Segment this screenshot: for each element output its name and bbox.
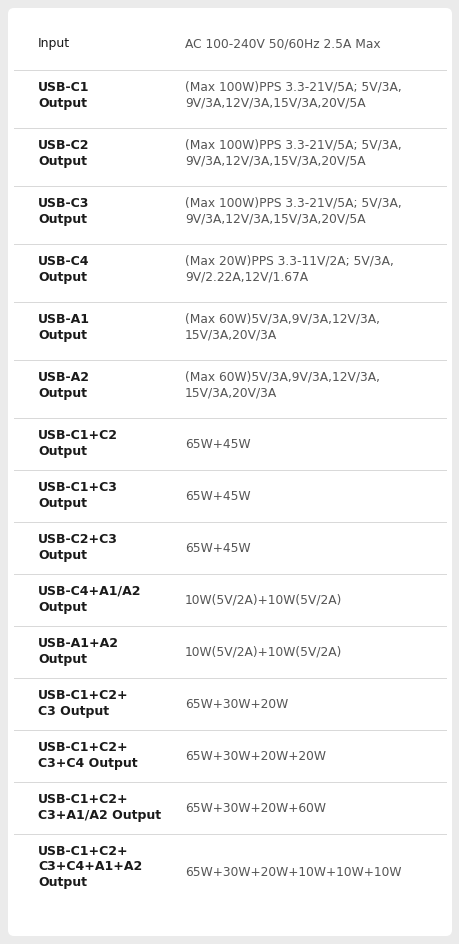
Text: (Max 100W)PPS 3.3-21V/5A; 5V/3A,: (Max 100W)PPS 3.3-21V/5A; 5V/3A,	[185, 197, 401, 210]
Text: USB-C1+C2+: USB-C1+C2+	[38, 845, 129, 858]
Text: USB-C1+C2+: USB-C1+C2+	[38, 793, 129, 806]
Text: (Max 60W)5V/3A,9V/3A,12V/3A,: (Max 60W)5V/3A,9V/3A,12V/3A,	[185, 313, 379, 326]
Text: USB-C3: USB-C3	[38, 197, 89, 210]
Text: USB-C4: USB-C4	[38, 255, 90, 268]
Text: Output: Output	[38, 155, 87, 167]
Text: Output: Output	[38, 548, 87, 562]
Text: Output: Output	[38, 600, 87, 614]
Text: 65W+45W: 65W+45W	[185, 437, 250, 450]
FancyBboxPatch shape	[8, 8, 451, 936]
Text: C3+C4+A1+A2: C3+C4+A1+A2	[38, 861, 142, 873]
Text: 9V/2.22A,12V/1.67A: 9V/2.22A,12V/1.67A	[185, 271, 308, 283]
Text: USB-C2+C3: USB-C2+C3	[38, 533, 118, 546]
Text: Output: Output	[38, 386, 87, 399]
Text: 9V/3A,12V/3A,15V/3A,20V/5A: 9V/3A,12V/3A,15V/3A,20V/5A	[185, 212, 365, 226]
Text: 10W(5V/2A)+10W(5V/2A): 10W(5V/2A)+10W(5V/2A)	[185, 594, 341, 606]
Text: Output: Output	[38, 96, 87, 110]
Text: (Max 60W)5V/3A,9V/3A,12V/3A,: (Max 60W)5V/3A,9V/3A,12V/3A,	[185, 371, 379, 384]
Text: 10W(5V/2A)+10W(5V/2A): 10W(5V/2A)+10W(5V/2A)	[185, 646, 341, 659]
Text: 65W+30W+20W+60W: 65W+30W+20W+60W	[185, 801, 325, 815]
Text: 65W+30W+20W+20W: 65W+30W+20W+20W	[185, 750, 325, 763]
Text: AC 100-240V 50/60Hz 2.5A Max: AC 100-240V 50/60Hz 2.5A Max	[185, 38, 380, 50]
Text: 65W+30W+20W+10W+10W+10W: 65W+30W+20W+10W+10W+10W	[185, 867, 401, 880]
Text: Output: Output	[38, 652, 87, 666]
Text: (Max 100W)PPS 3.3-21V/5A; 5V/3A,: (Max 100W)PPS 3.3-21V/5A; 5V/3A,	[185, 139, 401, 152]
Text: 65W+45W: 65W+45W	[185, 490, 250, 502]
Text: C3 Output: C3 Output	[38, 704, 109, 717]
Text: 15V/3A,20V/3A: 15V/3A,20V/3A	[185, 386, 277, 399]
Text: USB-A1: USB-A1	[38, 313, 90, 326]
Text: (Max 20W)PPS 3.3-11V/2A; 5V/3A,: (Max 20W)PPS 3.3-11V/2A; 5V/3A,	[185, 255, 393, 268]
Text: 9V/3A,12V/3A,15V/3A,20V/5A: 9V/3A,12V/3A,15V/3A,20V/5A	[185, 155, 365, 167]
Text: Output: Output	[38, 445, 87, 458]
Text: USB-C1+C3: USB-C1+C3	[38, 481, 118, 494]
Text: USB-C1+C2+: USB-C1+C2+	[38, 741, 129, 754]
Text: Input: Input	[38, 38, 70, 50]
Text: USB-C4+A1/A2: USB-C4+A1/A2	[38, 585, 141, 598]
Text: Output: Output	[38, 271, 87, 283]
Text: USB-C1+C2+: USB-C1+C2+	[38, 689, 129, 702]
Text: USB-C1: USB-C1	[38, 81, 90, 94]
Text: Output: Output	[38, 876, 87, 889]
Text: USB-A1+A2: USB-A1+A2	[38, 637, 119, 650]
Text: USB-C2: USB-C2	[38, 139, 90, 152]
Text: USB-A2: USB-A2	[38, 371, 90, 384]
Text: 9V/3A,12V/3A,15V/3A,20V/5A: 9V/3A,12V/3A,15V/3A,20V/5A	[185, 96, 365, 110]
Text: 65W+30W+20W: 65W+30W+20W	[185, 698, 288, 711]
Text: C3+C4 Output: C3+C4 Output	[38, 756, 137, 769]
Text: Output: Output	[38, 497, 87, 510]
Text: C3+A1/A2 Output: C3+A1/A2 Output	[38, 808, 161, 821]
Text: Output: Output	[38, 212, 87, 226]
Text: USB-C1+C2: USB-C1+C2	[38, 429, 118, 442]
Text: 15V/3A,20V/3A: 15V/3A,20V/3A	[185, 329, 277, 342]
Text: 65W+45W: 65W+45W	[185, 542, 250, 554]
Text: Output: Output	[38, 329, 87, 342]
Text: (Max 100W)PPS 3.3-21V/5A; 5V/3A,: (Max 100W)PPS 3.3-21V/5A; 5V/3A,	[185, 81, 401, 94]
